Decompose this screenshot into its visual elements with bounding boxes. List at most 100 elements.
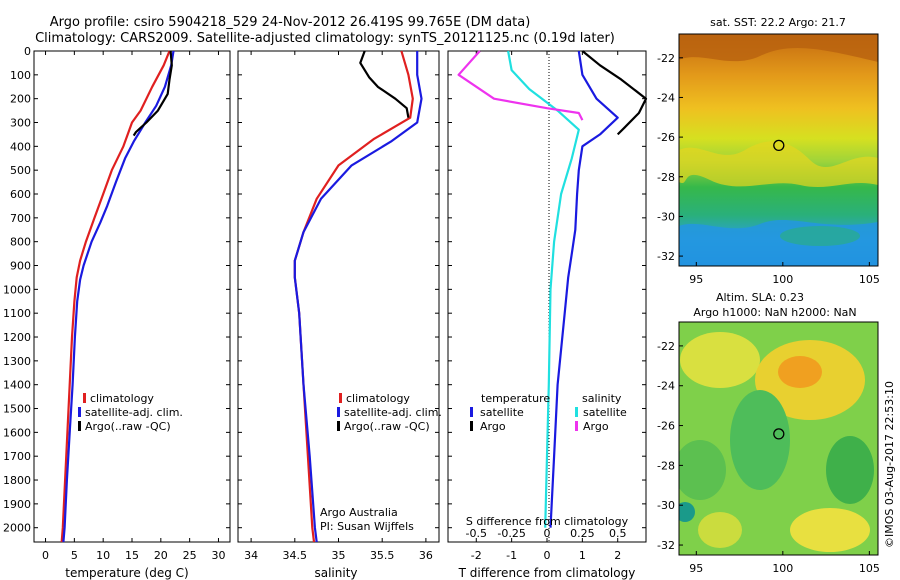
legend-label-satellite: satellite-adj. clim.	[344, 406, 442, 419]
legend-header-temperature: temperature	[481, 392, 550, 405]
series-argo-raw-qc-	[359, 50, 410, 118]
depth-tick-label: 900	[10, 260, 31, 273]
legend-swatch-climatology	[339, 393, 342, 403]
sst-map-panel: sat. SST: 22.2 Argo: 21.7 95 100 105 -22 -24…	[657, 16, 880, 286]
s-difference-tick-label: -0.5	[466, 527, 487, 540]
depth-tick-label: 800	[10, 236, 31, 249]
temperature-xtick-label: 0	[42, 549, 49, 562]
salinity-xtick-label: 36	[419, 549, 433, 562]
figure-subtitle: Climatology: CARS2009. Satellite-adjuste…	[35, 31, 615, 46]
temperature-xtick-label: 30	[211, 549, 225, 562]
difference-legend: temperature salinity satellite Argo sate…	[470, 392, 627, 433]
salinity-xtick-label: 35	[332, 549, 346, 562]
legend-label-argo: Argo(..raw -QC)	[85, 420, 171, 433]
legend-swatch-t-satellite	[470, 407, 473, 417]
depth-tick-label: 200	[10, 93, 31, 106]
series-s-satellite	[507, 50, 580, 528]
sla-map-panel: Altim. SLA: 0.23 Argo h1000: NaN h2000: …	[657, 291, 880, 575]
latitude-tick-label: -26	[657, 420, 675, 433]
depth-tick-label: 1100	[3, 307, 31, 320]
latitude-tick-label: -32	[657, 250, 675, 263]
imos-credit: ©IMOS 03-Aug-2017 22:53:10	[883, 381, 896, 548]
series-climatology	[293, 50, 414, 543]
longitude-tick-label: 105	[859, 562, 880, 575]
depth-tick-label: 400	[10, 140, 31, 153]
sla-peak-patch	[778, 356, 822, 388]
sla-high-patch	[790, 508, 870, 552]
t-difference-xlabel: T difference from climatology	[458, 566, 636, 580]
latitude-tick-label: -30	[657, 499, 675, 512]
depth-tick-label: 700	[10, 212, 31, 225]
latitude-tick-label: -28	[657, 459, 675, 472]
legend-header-salinity: salinity	[582, 392, 622, 405]
longitude-tick-label: 100	[772, 562, 793, 575]
difference-xtick-label: 1	[579, 549, 586, 562]
difference-xtick-label: -2	[471, 549, 482, 562]
legend-label-climatology: climatology	[346, 392, 410, 405]
legend-swatch-satellite	[337, 407, 340, 417]
depth-tick-label: 500	[10, 164, 31, 177]
longitude-tick-label: 95	[689, 273, 703, 286]
sla-map-frame	[678, 321, 879, 556]
depth-tick-label: 1400	[3, 379, 31, 392]
depth-tick-label: 100	[10, 69, 31, 82]
legend-label-satellite: satellite-adj. clim.	[85, 406, 183, 419]
pi-label: PI: Susan Wijffels	[320, 520, 414, 533]
salinity-panel: 34 34.5 35 35.5 36 salinity climatology sate…	[237, 50, 442, 580]
depth-tick-label: 2000	[3, 522, 31, 535]
argo-float-marker	[773, 428, 785, 440]
temperature-xtick-label: 15	[125, 549, 139, 562]
s-difference-xlabel: S difference from climatology	[466, 515, 629, 528]
latitude-tick-label: -32	[657, 539, 675, 552]
legend-label-climatology: climatology	[90, 392, 154, 405]
legend-swatch-s-argo	[575, 421, 578, 431]
sla-high-patch	[698, 512, 742, 548]
sla-heatmap	[679, 322, 878, 555]
sla-map-title: Altim. SLA: 0.23	[716, 291, 804, 304]
difference-panel: -2 -1 0 1 2 -0.5 -0.25 0 0.25 0.5 S difference fr…	[447, 50, 648, 580]
depth-tick-label: 1500	[3, 403, 31, 416]
depth-tick-label: 1800	[3, 474, 31, 487]
latitude-tick-label: -28	[657, 171, 675, 184]
longitude-tick-label: 100	[772, 273, 793, 286]
salinity-xtick-label: 35.5	[370, 549, 395, 562]
depth-tick-label: 0	[24, 45, 31, 58]
figure-title: Argo profile: csiro 5904218_529 24-Nov-2…	[50, 15, 531, 30]
legend-swatch-climatology	[83, 393, 86, 403]
sst-green-patch	[780, 226, 860, 246]
argo-float-marker	[773, 139, 785, 152]
sst-warm-band	[679, 141, 878, 188]
salinity-xtick-label: 34.5	[283, 549, 308, 562]
depth-tick-label: 1000	[3, 283, 31, 296]
sla-low-patch	[730, 390, 790, 490]
difference-xtick-label: 0	[544, 549, 551, 562]
sla-high-patch	[680, 332, 760, 388]
sst-map-title: sat. SST: 22.2 Argo: 21.7	[710, 16, 846, 29]
legend-swatch-s-satellite	[575, 407, 578, 417]
series-s-argo	[457, 50, 584, 121]
difference-xtick-label: -1	[506, 549, 517, 562]
longitude-tick-label: 95	[689, 562, 703, 575]
salinity-axes-frame	[237, 50, 440, 543]
temperature-xtick-label: 25	[183, 549, 197, 562]
temperature-panel: 0100200300400500600700800900100011001200…	[3, 45, 231, 580]
temperature-xtick-label: 5	[71, 549, 78, 562]
s-difference-tick-label: 0	[544, 527, 551, 540]
legend-swatch-t-argo	[470, 421, 473, 431]
legend-label-t-argo: Argo	[480, 420, 506, 433]
depth-tick-label: 600	[10, 188, 31, 201]
sla-lowest-patch	[679, 502, 695, 522]
sst-map-frame	[678, 33, 879, 267]
series-t-argo	[581, 50, 648, 136]
depth-tick-label: 1700	[3, 450, 31, 463]
institution-label: Argo Australia	[320, 506, 398, 519]
temperature-xtick-label: 20	[154, 549, 168, 562]
legend-label-t-satellite: satellite	[480, 406, 524, 419]
temperature-xtick-label: 10	[96, 549, 110, 562]
latitude-tick-label: -26	[657, 131, 675, 144]
latitude-tick-label: -30	[657, 210, 675, 223]
legend-swatch-satellite	[78, 407, 81, 417]
latitude-tick-label: -24	[657, 380, 675, 393]
s-difference-tick-label: 0.25	[570, 527, 595, 540]
